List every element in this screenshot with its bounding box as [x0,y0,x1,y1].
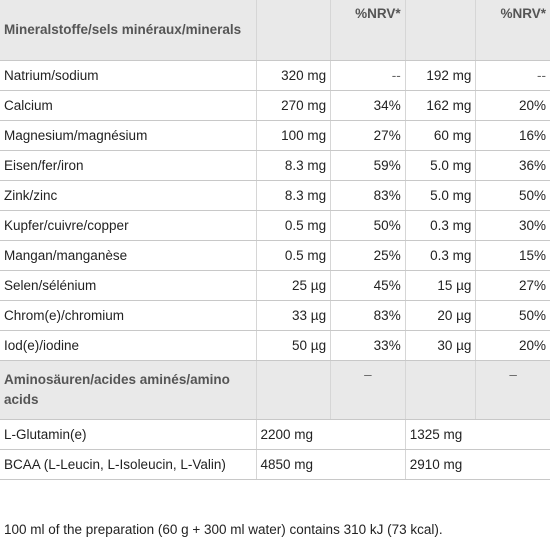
mineral-name: Calcium [0,90,256,121]
header-nrv-2: %NRV* [475,0,550,61]
amino-section-amount-1 [255,360,331,420]
table-row: Natrium/sodium 320 mg -- 192 mg -- [0,60,550,91]
table-row: BCAA (L-Leucin, L-Isoleucin, L-Valin) 48… [0,449,550,480]
amino-amount-2: 1325 mg [404,419,550,450]
mineral-amount-2: 60 mg [404,120,476,151]
amino-section-amount-2 [404,360,476,420]
mineral-amount-2: 192 mg [404,60,476,91]
header-minerals-label: Mineralstoffe/sels minéraux/minerals [0,0,256,61]
mineral-amount-2: 5.0 mg [404,150,476,181]
mineral-amount-1: 50 µg [255,330,331,361]
amino-section-dash-2: – [475,360,550,420]
mineral-nrv-1: 27% [330,120,406,151]
mineral-amount-1: 100 mg [255,120,331,151]
table-row: Magnesium/magnésium 100 mg 27% 60 mg 16% [0,120,550,151]
header-amount-2 [404,0,476,61]
table-row: Eisen/fer/iron 8.3 mg 59% 5.0 mg 36% [0,150,550,181]
footnote: 100 ml of the preparation (60 g + 300 ml… [4,522,443,537]
mineral-nrv-2: 50% [475,180,550,211]
mineral-nrv-1: 50% [330,210,406,241]
mineral-amount-2: 0.3 mg [404,210,476,241]
mineral-amount-2: 30 µg [404,330,476,361]
mineral-name: Selen/sélénium [0,270,256,301]
mineral-amount-1: 0.5 mg [255,210,331,241]
mineral-nrv-1: 25% [330,240,406,271]
mineral-amount-1: 33 µg [255,300,331,331]
mineral-amount-1: 0.5 mg [255,240,331,271]
header-amount-1 [255,0,331,61]
amino-amount-1: 2200 mg [255,419,406,450]
mineral-nrv-2: 50% [475,300,550,331]
mineral-name: Chrom(e)/chromium [0,300,256,331]
mineral-nrv-1: -- [330,60,406,91]
mineral-nrv-1: 33% [330,330,406,361]
mineral-name: Iod(e)/iodine [0,330,256,361]
table-row: Calcium 270 mg 34% 162 mg 20% [0,90,550,121]
table-row: Zink/zinc 8.3 mg 83% 5.0 mg 50% [0,180,550,211]
amino-acids-section-row: Aminosäuren/acides aminés/amino acids – … [0,360,550,420]
amino-amount-2: 2910 mg [404,449,550,480]
mineral-name: Magnesium/magnésium [0,120,256,151]
table-row: Iod(e)/iodine 50 µg 33% 30 µg 20% [0,330,550,361]
mineral-nrv-2: 16% [475,120,550,151]
mineral-amount-1: 320 mg [255,60,331,91]
mineral-amount-2: 20 µg [404,300,476,331]
amino-section-dash-1: – [330,360,406,420]
table-header-row: Mineralstoffe/sels minéraux/minerals %NR… [0,0,550,61]
mineral-nrv-1: 83% [330,300,406,331]
mineral-amount-2: 162 mg [404,90,476,121]
mineral-name: Zink/zinc [0,180,256,211]
mineral-nrv-2: 36% [475,150,550,181]
mineral-amount-1: 8.3 mg [255,150,331,181]
mineral-nrv-2: 27% [475,270,550,301]
table-row: Selen/sélénium 25 µg 45% 15 µg 27% [0,270,550,301]
mineral-amount-1: 8.3 mg [255,180,331,211]
mineral-name: Eisen/fer/iron [0,150,256,181]
table-row: Chrom(e)/chromium 33 µg 83% 20 µg 50% [0,300,550,331]
mineral-name: Mangan/manganèse [0,240,256,271]
mineral-nrv-2: 30% [475,210,550,241]
mineral-amount-2: 0.3 mg [404,240,476,271]
mineral-nrv-1: 83% [330,180,406,211]
table-row: Kupfer/cuivre/copper 0.5 mg 50% 0.3 mg 3… [0,210,550,241]
header-nrv-1: %NRV* [330,0,406,61]
amino-name: BCAA (L-Leucin, L-Isoleucin, L-Valin) [0,449,256,480]
mineral-nrv-2: 20% [475,330,550,361]
mineral-nrv-2: 20% [475,90,550,121]
mineral-name: Kupfer/cuivre/copper [0,210,256,241]
mineral-name: Natrium/sodium [0,60,256,91]
amino-amount-1: 4850 mg [255,449,406,480]
mineral-nrv-1: 59% [330,150,406,181]
table-row: L-Glutamin(e) 2200 mg 1325 mg [0,419,550,450]
amino-name: L-Glutamin(e) [0,419,256,450]
mineral-nrv-2: -- [475,60,550,91]
mineral-amount-1: 25 µg [255,270,331,301]
table-row: Mangan/manganèse 0.5 mg 25% 0.3 mg 15% [0,240,550,271]
nutrition-table: Mineralstoffe/sels minéraux/minerals %NR… [0,0,550,480]
mineral-nrv-1: 34% [330,90,406,121]
mineral-amount-1: 270 mg [255,90,331,121]
mineral-nrv-1: 45% [330,270,406,301]
amino-acids-section-label: Aminosäuren/acides aminés/amino acids [0,360,256,420]
mineral-nrv-2: 15% [475,240,550,271]
mineral-amount-2: 5.0 mg [404,180,476,211]
mineral-amount-2: 15 µg [404,270,476,301]
